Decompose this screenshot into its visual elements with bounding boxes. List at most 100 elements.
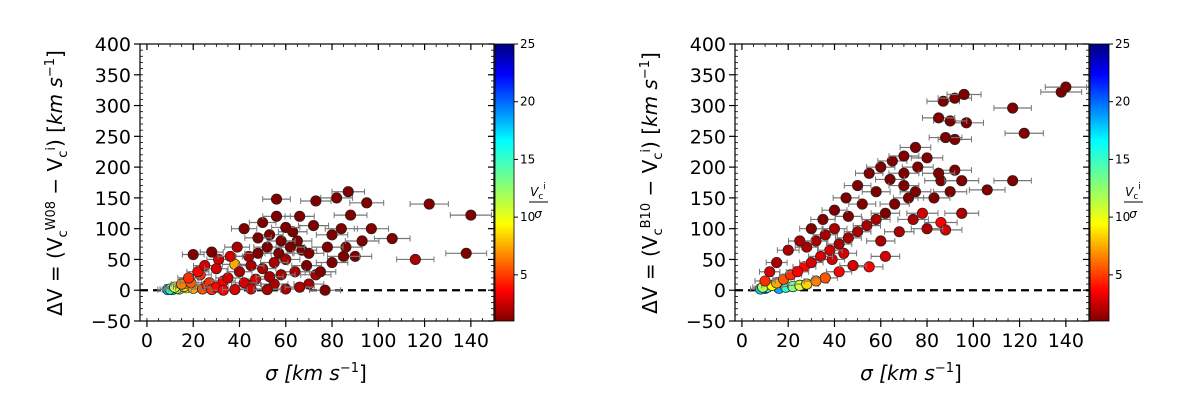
right-y-tick-label: −50 [686,311,726,333]
right-y-tick-label: 50 [702,249,726,271]
data-point [275,269,287,281]
data-point [847,260,859,272]
data-point [268,256,280,269]
data-point [810,235,822,247]
data-point [356,235,368,247]
data-point [879,207,891,219]
data-point [898,150,910,162]
data-point [183,272,195,284]
right-y-axis-label: ΔV = (VcB10 − Vci) [km s−1] [638,52,666,314]
right-colorbar-tick-label: 5 [1115,268,1123,282]
data-point [386,232,398,245]
data-point [939,132,952,144]
data-point [933,112,945,124]
data-point [863,261,875,273]
left-colorbar-label: Vci σ [529,182,548,221]
data-point [828,204,841,216]
data-point [764,266,776,278]
data-point [294,210,306,222]
data-point [409,253,421,265]
data-point [907,213,919,225]
data-point [852,180,864,192]
right-plot-frame [734,43,1090,322]
data-point [791,266,804,278]
data-point [828,223,841,235]
left-x-tick-label: 100 [360,330,396,352]
right-x-axis-label: σ [km s−1] [860,361,962,385]
right-y-tick-label: 400 [690,34,726,56]
data-point [1007,175,1019,187]
right-x-tick-label: 0 [736,330,748,352]
right-y-tick-label: 200 [690,157,726,179]
data-point [933,167,945,179]
right-colorbar-tick-label: 10 [1115,210,1130,224]
right-x-tick-label: 120 [1001,330,1037,352]
data-point [824,244,836,256]
left-x-tick-label: 60 [274,330,298,352]
data-point [210,263,222,275]
left-y-tick-label: 300 [95,96,131,118]
data-point [361,197,373,209]
svg-text:ΔV = (VcW08 − Vci) [km s−1]: ΔV = (VcW08 − Vci) [km s−1] [43,50,71,316]
left-plot-frame [139,43,495,322]
data-point [815,250,827,262]
data-point [192,266,204,278]
left-colorbar-tick-label: 15 [520,152,535,166]
right-colorbar-label: Vci σ [1124,182,1143,221]
data-point [217,284,229,296]
data-point [889,198,901,210]
data-point [956,175,968,187]
data-point [909,141,922,153]
data-point [252,232,264,244]
data-point [875,161,887,173]
data-point [206,246,218,258]
right-colorbar-gradient [1090,44,1109,321]
data-point [294,281,306,293]
data-point [301,260,313,272]
svg-text:Vci: Vci [530,182,546,202]
data-point [856,198,868,210]
right-minor-ticks [735,43,1090,322]
data-point [898,167,910,179]
data-point [303,247,315,259]
left-y-tick-label: 150 [95,188,131,210]
data-point [321,241,333,253]
data-point [252,247,264,259]
right-x-tick-label: 80 [915,330,939,352]
data-point [833,266,845,278]
right-x-tick-label: 100 [955,330,991,352]
svg-text:σ: σ [534,207,542,221]
data-point [842,232,854,244]
data-point [842,210,854,222]
right-scatter-points [750,81,1087,295]
data-point [344,209,357,221]
right-y-tick-label: 0 [714,280,726,302]
data-point [771,256,783,269]
data-point [939,224,952,236]
data-point [423,198,435,210]
right-colorbar-frame [1089,43,1110,322]
data-point [187,248,199,261]
svg-text:σ [km s−1]: σ [km s−1] [860,361,962,385]
right-x-tick-label: 140 [1048,330,1084,352]
data-point [840,192,852,204]
right-y-tick-label: 150 [690,188,726,210]
right-y-tick-label: 300 [690,96,726,118]
data-point [898,180,910,192]
data-point [875,235,887,247]
right-colorbar-tick-label: 20 [1115,95,1130,109]
data-point [981,184,993,196]
data-point [949,133,961,145]
data-point [852,226,864,238]
right-y-tick-label: 350 [690,65,726,87]
data-point [819,272,831,284]
left-x-tick-label: 140 [453,330,489,352]
data-point [801,241,813,253]
data-point [928,192,940,204]
left-x-tick-label: 80 [320,330,344,352]
data-point [264,271,276,283]
data-point [261,284,273,296]
data-point [326,229,338,241]
data-point [238,223,250,235]
data-point [958,88,970,101]
